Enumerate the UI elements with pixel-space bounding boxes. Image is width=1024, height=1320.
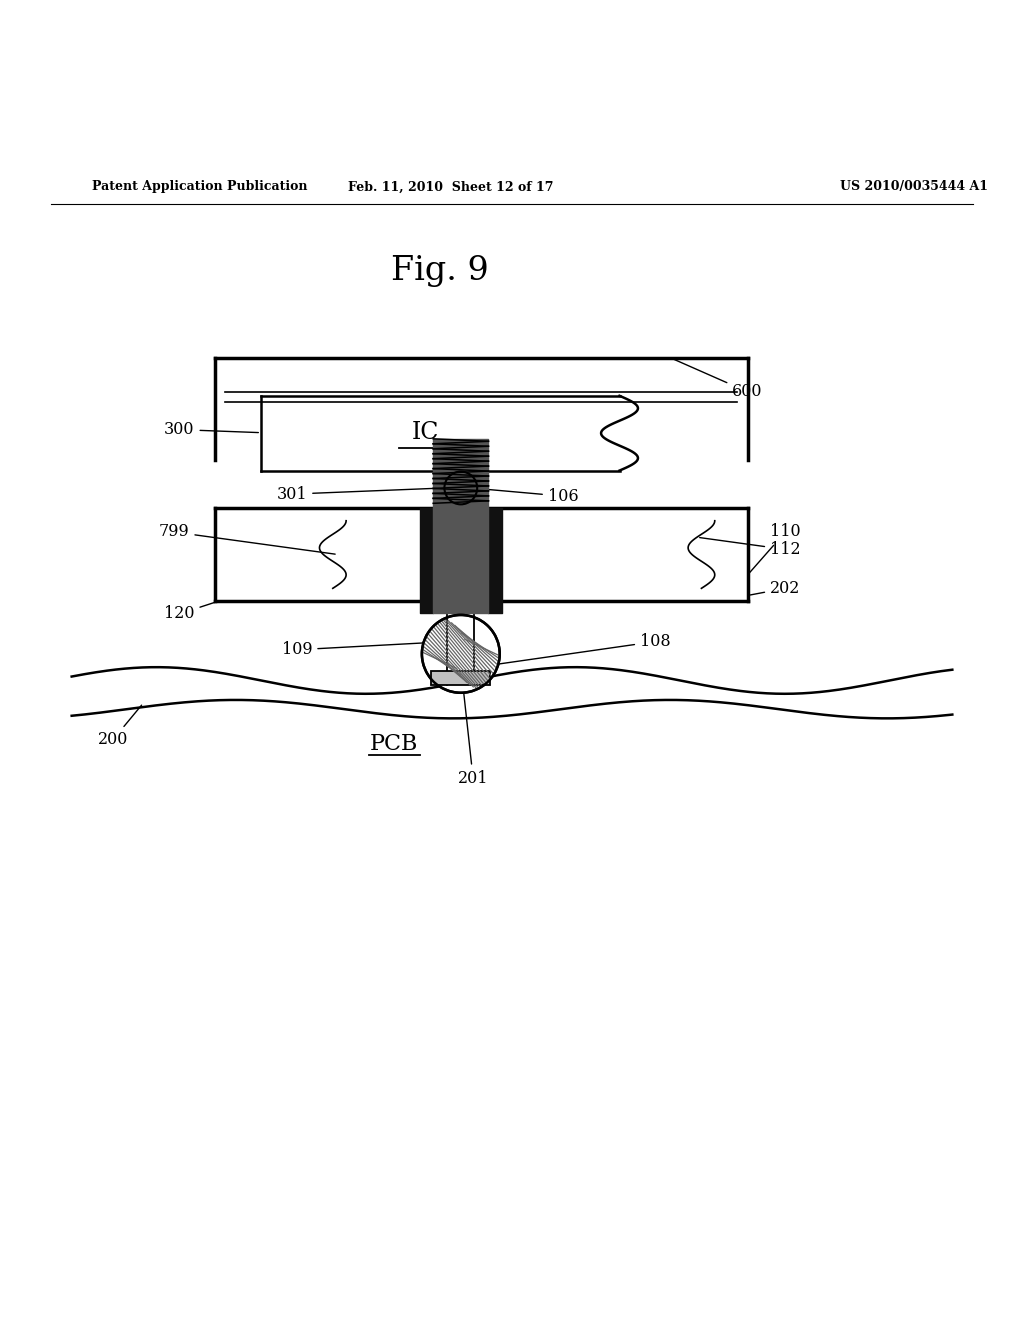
Text: 301: 301 [276, 486, 441, 503]
Text: 110: 110 [750, 524, 801, 573]
Text: IC: IC [412, 421, 438, 444]
Text: 200: 200 [97, 705, 141, 748]
Text: 600: 600 [673, 359, 763, 400]
Text: Fig. 9: Fig. 9 [391, 255, 489, 286]
Text: US 2010/0035444 A1: US 2010/0035444 A1 [840, 181, 988, 194]
Text: 300: 300 [164, 421, 258, 438]
Text: Feb. 11, 2010  Sheet 12 of 17: Feb. 11, 2010 Sheet 12 of 17 [348, 181, 553, 194]
Text: 799: 799 [159, 524, 335, 554]
Text: PCB: PCB [370, 733, 419, 755]
Text: 109: 109 [282, 642, 434, 659]
Text: Patent Application Publication: Patent Application Publication [92, 181, 307, 194]
Text: 106: 106 [474, 487, 579, 504]
Text: 108: 108 [490, 634, 671, 665]
Polygon shape [422, 615, 500, 693]
Text: 112: 112 [699, 537, 801, 558]
Text: 202: 202 [751, 579, 801, 597]
Text: 120: 120 [164, 602, 217, 623]
Text: 201: 201 [458, 669, 488, 787]
Bar [431, 672, 490, 685]
